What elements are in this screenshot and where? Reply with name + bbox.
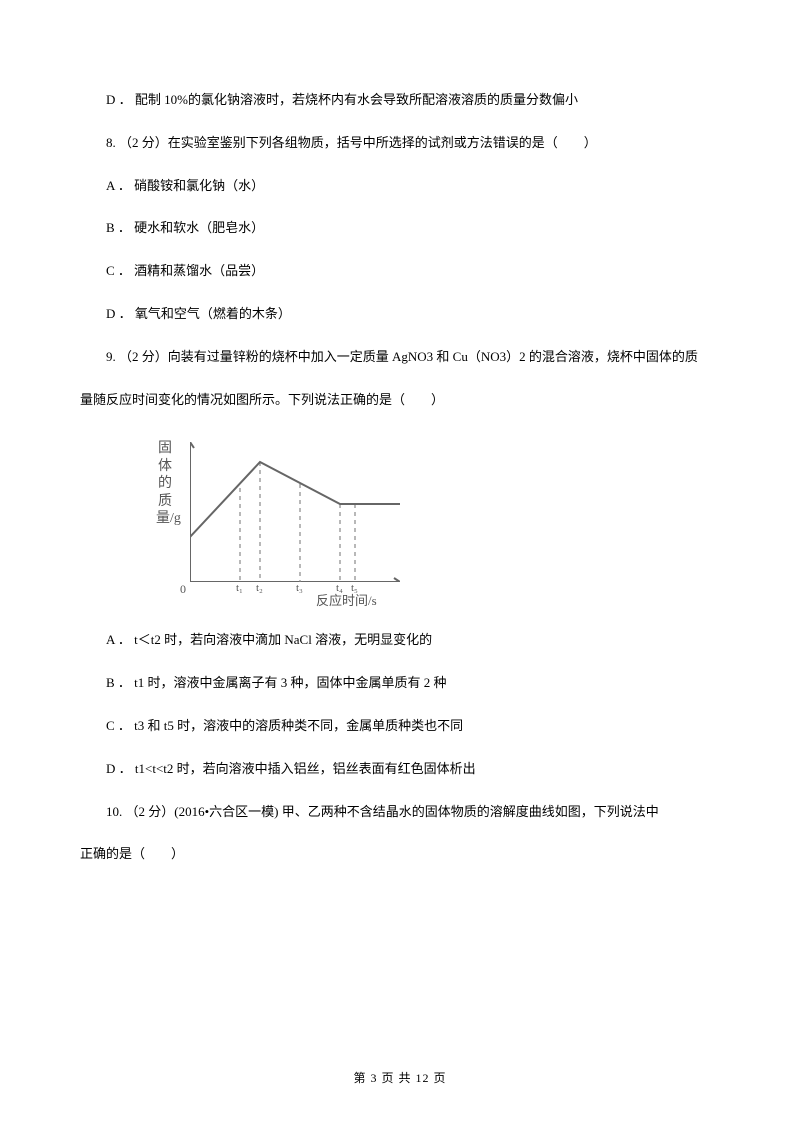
chart-tick-label: t₁	[236, 582, 243, 594]
question-10-part2: 正确的是（ ）	[80, 844, 720, 865]
q8-option-a: A ． 硝酸铵和氯化钠（水）	[80, 176, 720, 197]
chart-tick-label: t₅	[351, 582, 358, 594]
question-9-part2: 量随反应时间变化的情况如图所示。下列说法正确的是（ ）	[80, 390, 720, 411]
q9-option-b: B ． t1 时，溶液中金属离子有 3 种，固体中金属单质有 2 种	[80, 673, 720, 694]
q9-option-a: A ． t＜t2 时，若向溶液中滴加 NaCl 溶液，无明显变化的	[80, 630, 720, 651]
option-d-q7: D ． 配制 10%的氯化钠溶液时，若烧杯内有水会导致所配溶液溶质的质量分数偏小	[80, 90, 720, 111]
q9-option-d: D ． t1<t<t2 时，若向溶液中插入铝丝，铝丝表面有红色固体析出	[80, 759, 720, 780]
question-9-part1: 9. （2 分）向装有过量锌粉的烧杯中加入一定质量 AgNO3 和 Cu（NO3…	[80, 347, 720, 368]
page-footer: 第 3 页 共 12 页	[0, 1069, 800, 1086]
chart-tick-label: t₄	[336, 582, 343, 594]
q8-option-c: C ． 酒精和蒸馏水（品尝）	[80, 261, 720, 282]
q9-chart-container: 固体的质量/g 0 反应时间/s t₁ t₂ t₃ t₄ t₅	[156, 432, 720, 612]
question-8: 8. （2 分）在实验室鉴别下列各组物质，括号中所选择的试剂或方法错误的是（ ）	[80, 133, 720, 154]
page-body: D ． 配制 10%的氯化钠溶液时，若烧杯内有水会导致所配溶液溶质的质量分数偏小…	[0, 0, 800, 927]
chart-tick-label: t₂	[256, 582, 263, 594]
chart-tick-label: t₃	[296, 582, 303, 594]
q9-chart: 固体的质量/g 0 反应时间/s t₁ t₂ t₃ t₄ t₅	[156, 432, 416, 612]
q8-option-b: B ． 硬水和软水（肥皂水）	[80, 218, 720, 239]
chart-x-label: 反应时间/s	[316, 590, 377, 609]
q8-option-d: D ． 氧气和空气（燃着的木条）	[80, 304, 720, 325]
chart-y-label: 固体的质量/g	[156, 440, 174, 528]
chart-origin-label: 0	[180, 582, 186, 597]
question-10-part1: 10. （2 分）(2016•六合区一模) 甲、乙两种不含结晶水的固体物质的溶解…	[80, 802, 720, 823]
q9-option-c: C ． t3 和 t5 时，溶液中的溶质种类不同，金属单质种类也不同	[80, 716, 720, 737]
chart-plot	[190, 442, 400, 582]
